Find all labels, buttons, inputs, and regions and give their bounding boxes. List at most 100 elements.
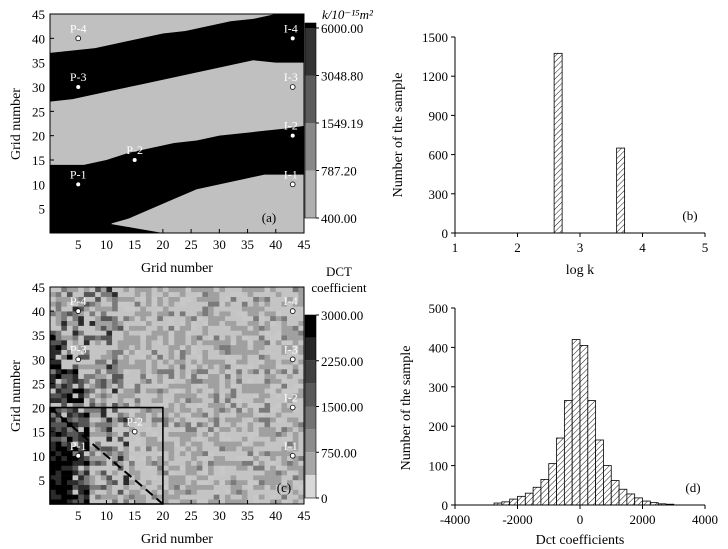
dct-cell bbox=[50, 470, 56, 476]
dct-cell bbox=[123, 287, 130, 293]
dct-cell bbox=[241, 441, 248, 447]
dct-cell bbox=[219, 412, 226, 418]
dct-cell bbox=[179, 344, 186, 350]
dct-cell bbox=[275, 450, 282, 457]
dct-cell bbox=[292, 436, 299, 442]
dct-cell bbox=[112, 378, 119, 384]
dct-cell bbox=[298, 344, 305, 350]
dct-cell bbox=[83, 407, 90, 413]
dct-cell bbox=[258, 479, 265, 486]
dct-cell bbox=[196, 340, 203, 346]
dct-cell bbox=[145, 301, 152, 307]
dct-cell bbox=[174, 354, 181, 360]
dct-cell bbox=[145, 475, 152, 481]
dct-cell bbox=[72, 441, 79, 447]
dct-cell bbox=[179, 450, 186, 457]
dct-cell bbox=[174, 388, 181, 394]
dct-cell bbox=[236, 407, 243, 413]
dct-cell bbox=[50, 450, 56, 457]
dct-cell bbox=[241, 436, 248, 442]
dct-cell bbox=[224, 436, 231, 442]
dct-cell bbox=[151, 460, 158, 466]
dct-cell bbox=[258, 494, 265, 500]
dct-cell bbox=[264, 291, 271, 297]
dct-cell bbox=[258, 315, 265, 322]
dct-cell bbox=[275, 460, 282, 466]
dct-cell bbox=[112, 311, 119, 317]
dct-cell bbox=[185, 335, 192, 341]
dct-cell bbox=[134, 422, 141, 428]
panel-a-x-tick-label: 45 bbox=[298, 237, 311, 252]
dct-cell bbox=[174, 291, 181, 297]
dct-cell bbox=[55, 364, 62, 370]
dct-cell bbox=[55, 287, 62, 293]
panel-c-colorbar-segment bbox=[305, 429, 316, 453]
dct-cell bbox=[117, 315, 124, 322]
dct-cell bbox=[253, 436, 260, 442]
dct-cell bbox=[224, 330, 231, 336]
dct-cell bbox=[247, 393, 254, 399]
dct-cell bbox=[123, 340, 130, 346]
dct-cell bbox=[50, 330, 56, 336]
dct-cell bbox=[224, 340, 231, 346]
dct-cell bbox=[100, 426, 107, 432]
dct-cell bbox=[112, 368, 119, 375]
dct-cell bbox=[219, 431, 226, 437]
dct-cell bbox=[174, 349, 181, 355]
dct-cell bbox=[129, 436, 135, 442]
dct-cell bbox=[100, 470, 107, 476]
dct-cell bbox=[129, 354, 135, 360]
dct-cell bbox=[270, 368, 277, 375]
dct-cell bbox=[298, 417, 305, 423]
panel-c-well-marker bbox=[131, 428, 138, 435]
dct-cell bbox=[275, 465, 282, 471]
dct-cell bbox=[61, 311, 68, 317]
dct-cell bbox=[95, 378, 102, 384]
dct-cell bbox=[179, 349, 186, 355]
dct-cell bbox=[224, 349, 231, 355]
dct-cell bbox=[236, 431, 243, 437]
dct-cell bbox=[55, 479, 62, 486]
dct-cell bbox=[247, 325, 254, 331]
dct-cell bbox=[219, 364, 226, 370]
dct-cell bbox=[134, 373, 141, 379]
dct-cell bbox=[89, 315, 96, 322]
dct-cell bbox=[292, 383, 299, 389]
dct-cell bbox=[174, 494, 181, 500]
panel-a-x-tick-label: 40 bbox=[269, 237, 282, 252]
dct-cell bbox=[219, 450, 226, 457]
dct-cell bbox=[134, 417, 141, 423]
dct-cell bbox=[224, 368, 231, 375]
dct-cell bbox=[168, 296, 175, 302]
dct-cell bbox=[224, 484, 231, 490]
dct-cell bbox=[100, 330, 107, 336]
dct-cell bbox=[89, 287, 96, 293]
dct-cell bbox=[202, 426, 209, 432]
dct-cell bbox=[270, 364, 277, 370]
dct-cell bbox=[185, 306, 192, 312]
dct-cell bbox=[219, 340, 226, 346]
dct-cell bbox=[106, 364, 113, 370]
dct-cell bbox=[83, 470, 90, 476]
dct-cell bbox=[83, 368, 90, 375]
dct-cell bbox=[112, 340, 119, 346]
dct-cell bbox=[298, 330, 305, 336]
dct-cell bbox=[112, 354, 119, 360]
dct-cell bbox=[95, 306, 102, 312]
dct-cell bbox=[202, 344, 209, 350]
dct-cell bbox=[208, 455, 214, 461]
dct-cell bbox=[185, 455, 192, 461]
dct-cell bbox=[78, 315, 85, 322]
dct-cell bbox=[298, 373, 305, 379]
panel-a-xlabel: Grid number bbox=[141, 261, 213, 276]
panel-a-colorbar-tick-label: 1549.19 bbox=[321, 116, 363, 131]
dct-cell bbox=[230, 446, 237, 452]
dct-cell bbox=[179, 494, 186, 500]
dct-cell bbox=[298, 475, 305, 481]
dct-cell bbox=[196, 354, 203, 360]
panel-a-colorbar-tick-label: 3048.80 bbox=[321, 69, 363, 84]
dct-cell bbox=[213, 417, 220, 423]
dct-cell bbox=[83, 494, 90, 500]
